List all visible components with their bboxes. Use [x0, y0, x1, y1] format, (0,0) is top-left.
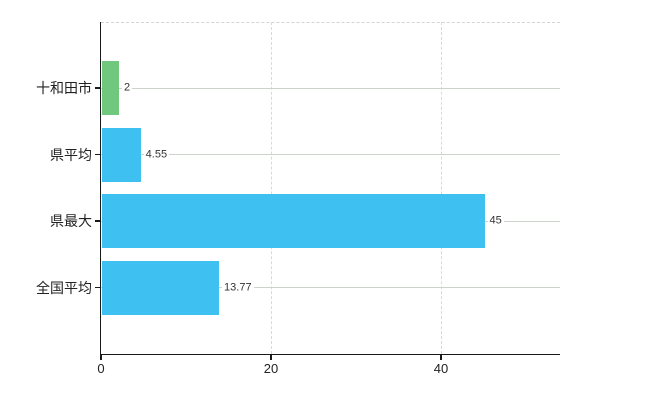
- bar: [102, 260, 220, 315]
- category-label: 県平均: [50, 146, 92, 163]
- y-axis-tick: [95, 286, 101, 289]
- v-gridline: [441, 22, 442, 354]
- bar: [102, 127, 141, 182]
- bar-value-label: 13.77: [222, 281, 254, 295]
- category-label: 全国平均: [36, 279, 92, 296]
- category-label: 十和田市: [36, 80, 92, 97]
- category-label: 県最大: [50, 213, 92, 230]
- x-axis-line: [99, 353, 560, 355]
- y-axis-line: [99, 22, 101, 355]
- y-axis-tick: [95, 87, 101, 89]
- bar-value-label: 4.55: [143, 148, 170, 162]
- y-axis-tick: [95, 153, 101, 156]
- y-axis-tick: [95, 220, 101, 222]
- bar: [102, 194, 485, 249]
- x-tick-label: 0: [97, 361, 105, 376]
- h-gridline: [101, 87, 560, 89]
- h-gridline: [101, 154, 560, 156]
- bar-value-label: 45: [487, 214, 504, 228]
- x-axis-tick: [440, 355, 442, 360]
- bar-value-label: 2: [122, 81, 133, 95]
- h-gridline: [101, 287, 560, 289]
- plot-top-border: [101, 22, 560, 23]
- v-gridline: [271, 22, 272, 354]
- x-axis-tick: [100, 355, 102, 360]
- x-tick-label: 20: [263, 361, 279, 376]
- x-tick-label: 40: [433, 361, 449, 376]
- x-axis-tick: [270, 355, 272, 360]
- bar: [102, 61, 119, 116]
